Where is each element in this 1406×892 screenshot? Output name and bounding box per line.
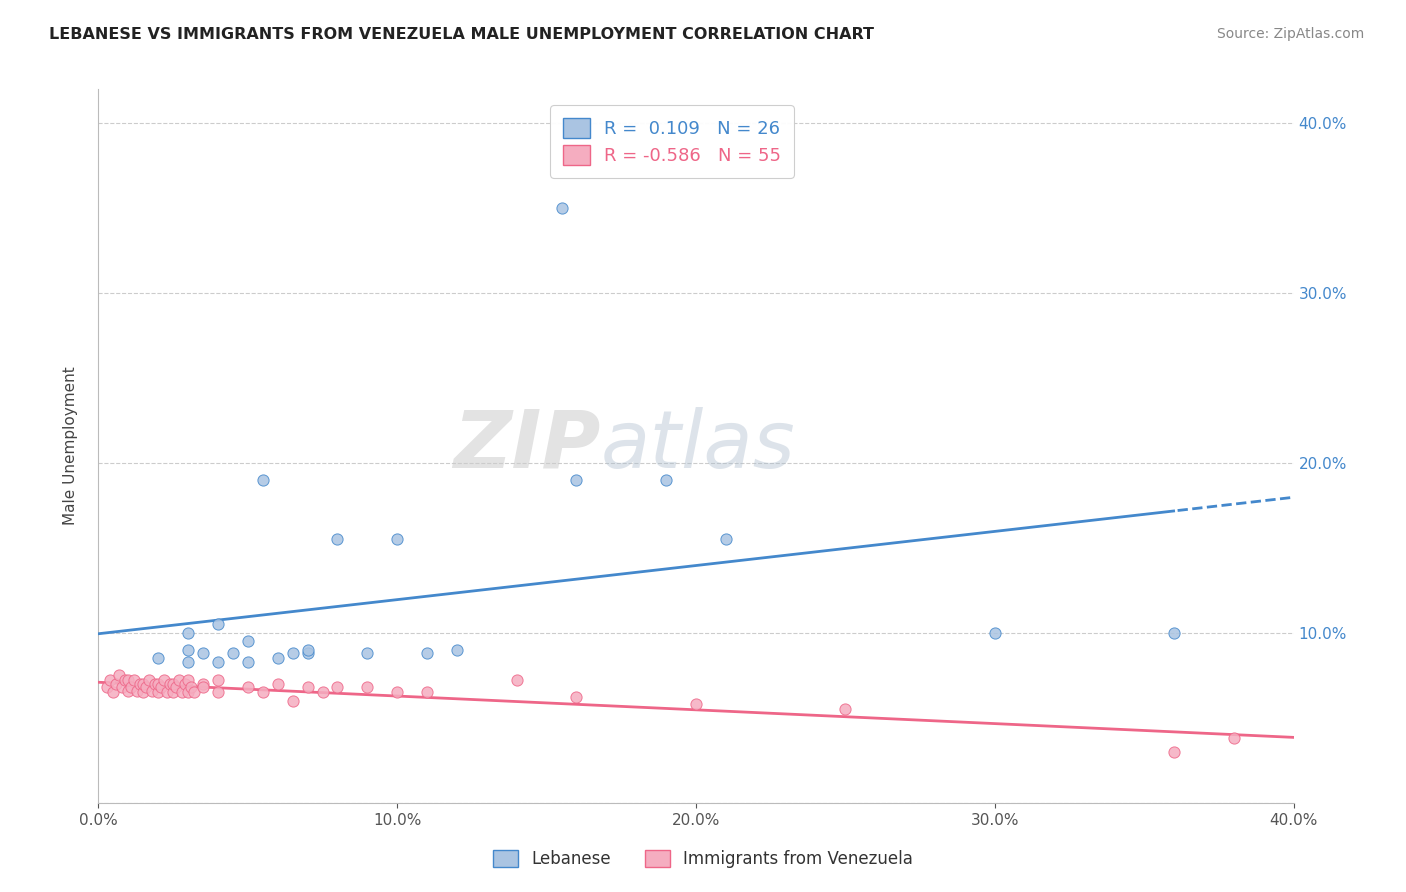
Point xyxy=(108,668,131,682)
Text: ZIP: ZIP xyxy=(453,407,600,485)
Point xyxy=(550,201,572,215)
Point xyxy=(141,683,163,698)
Point xyxy=(984,626,1007,640)
Point xyxy=(98,673,122,688)
Point xyxy=(311,685,333,699)
Point xyxy=(167,673,190,688)
Point xyxy=(506,673,529,688)
Point xyxy=(565,690,588,705)
Text: LEBANESE VS IMMIGRANTS FROM VENEZUELA MALE UNEMPLOYMENT CORRELATION CHART: LEBANESE VS IMMIGRANTS FROM VENEZUELA MA… xyxy=(49,27,875,42)
Point xyxy=(177,655,200,669)
Point xyxy=(148,685,170,699)
Point xyxy=(150,680,173,694)
Point xyxy=(177,626,200,640)
Point xyxy=(129,677,152,691)
Point xyxy=(103,685,125,699)
Point xyxy=(135,680,157,694)
Point xyxy=(172,685,194,699)
Point xyxy=(183,685,205,699)
Point xyxy=(281,694,304,708)
Point xyxy=(177,685,200,699)
Point xyxy=(132,685,155,699)
Point xyxy=(124,673,146,688)
Point xyxy=(117,683,139,698)
Point xyxy=(138,673,160,688)
Point xyxy=(174,677,197,691)
Point xyxy=(416,646,439,660)
Point xyxy=(162,685,184,699)
Point xyxy=(117,673,139,688)
Point xyxy=(834,702,856,716)
Point xyxy=(120,680,142,694)
Point xyxy=(685,698,707,712)
Point xyxy=(267,651,290,665)
Point xyxy=(114,673,136,688)
Point xyxy=(207,673,229,688)
Point xyxy=(132,677,155,691)
Point xyxy=(385,685,409,699)
Point xyxy=(191,677,214,691)
Point xyxy=(177,643,200,657)
Point xyxy=(105,677,128,691)
Point xyxy=(356,680,378,694)
Point xyxy=(207,685,229,699)
Point xyxy=(148,651,170,665)
Point xyxy=(96,680,118,694)
Point xyxy=(326,680,349,694)
Point xyxy=(356,646,378,660)
Legend: R =  0.109   N = 26, R = -0.586   N = 55: R = 0.109 N = 26, R = -0.586 N = 55 xyxy=(550,105,794,178)
Point xyxy=(655,473,678,487)
Point xyxy=(222,646,245,660)
Point xyxy=(714,533,737,547)
Point xyxy=(162,677,184,691)
Point xyxy=(159,677,181,691)
Point xyxy=(127,683,149,698)
Legend: Lebanese, Immigrants from Venezuela: Lebanese, Immigrants from Venezuela xyxy=(486,843,920,875)
Point xyxy=(1223,731,1246,746)
Point xyxy=(326,533,349,547)
Point xyxy=(297,680,319,694)
Point xyxy=(177,673,200,688)
Point xyxy=(207,655,229,669)
Point xyxy=(148,677,170,691)
Point xyxy=(267,677,290,691)
Point xyxy=(111,680,134,694)
Point xyxy=(236,634,259,648)
Point xyxy=(281,646,304,660)
Point xyxy=(297,646,319,660)
Text: Source: ZipAtlas.com: Source: ZipAtlas.com xyxy=(1216,27,1364,41)
Text: atlas: atlas xyxy=(600,407,796,485)
Point xyxy=(1163,745,1185,759)
Point xyxy=(156,685,179,699)
Point xyxy=(191,646,214,660)
Point xyxy=(565,473,588,487)
Point xyxy=(252,685,274,699)
Point xyxy=(252,473,274,487)
Point xyxy=(207,617,229,632)
Point xyxy=(297,643,319,657)
Point xyxy=(165,680,187,694)
Point xyxy=(180,680,202,694)
Point xyxy=(446,643,468,657)
Y-axis label: Male Unemployment: Male Unemployment xyxy=(63,367,77,525)
Point xyxy=(1163,626,1185,640)
Point xyxy=(143,677,166,691)
Point xyxy=(385,533,409,547)
Point xyxy=(236,680,259,694)
Point xyxy=(236,655,259,669)
Point xyxy=(153,673,176,688)
Point xyxy=(416,685,439,699)
Point xyxy=(191,680,214,694)
